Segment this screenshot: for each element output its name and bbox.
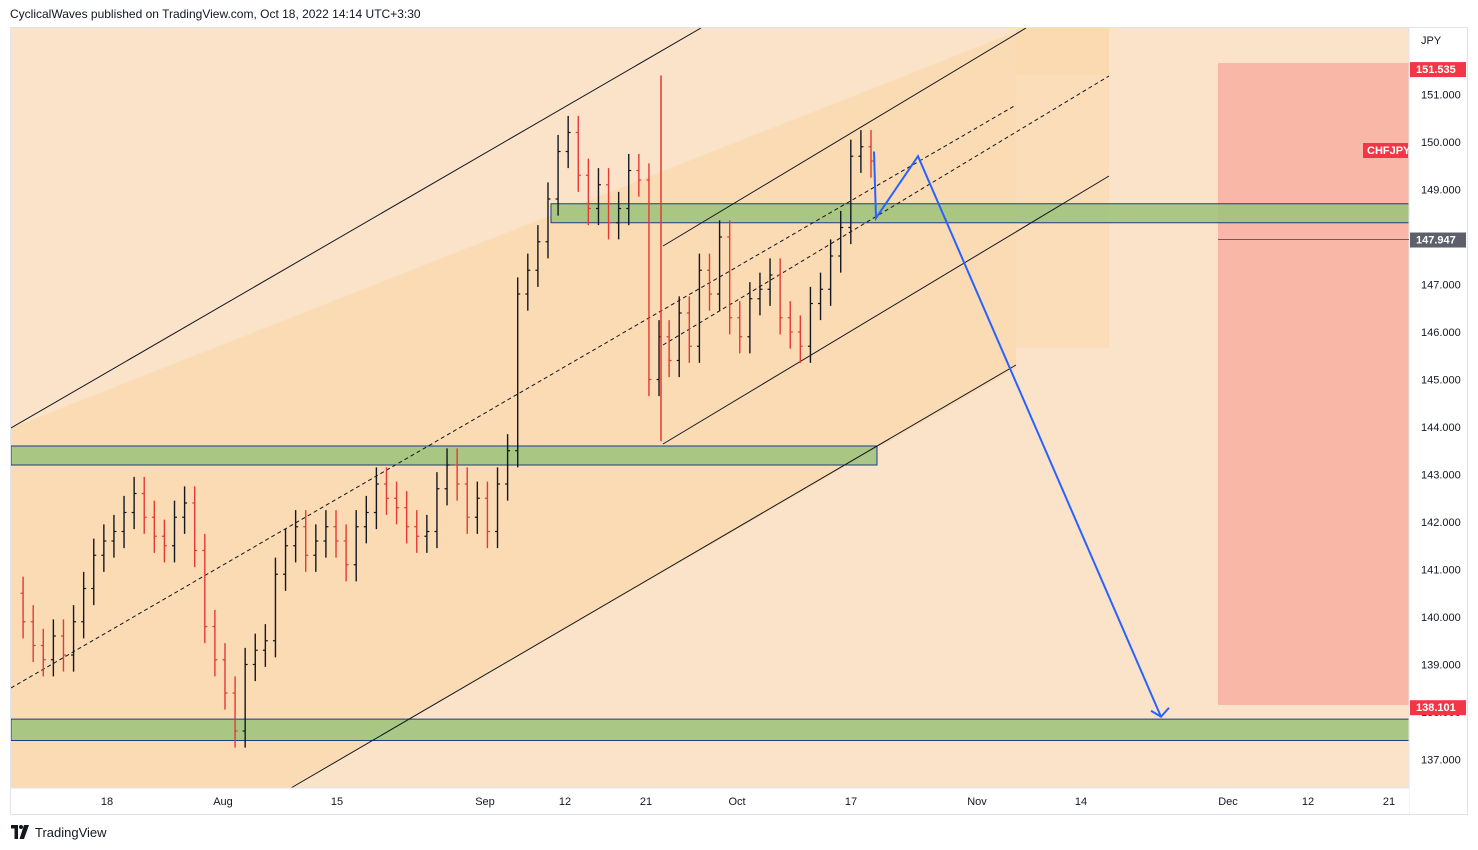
price-tags: 151.535 147.947 138.101 — [1218, 62, 1466, 716]
price-tag-bg — [1410, 700, 1466, 716]
x-tick-label: 21 — [640, 796, 652, 808]
support-zones — [11, 203, 1410, 741]
support-zone — [11, 718, 1410, 741]
x-tick-label: 18 — [101, 796, 113, 808]
price-candles — [20, 75, 874, 748]
price-tag-bg — [1410, 232, 1466, 248]
y-tick-label: 144.000 — [1421, 422, 1461, 434]
x-tick-label: 12 — [1302, 796, 1314, 808]
symbol-label: CHFJPY — [1367, 145, 1411, 157]
chart-panel[interactable]: JPY 151.000150.000149.000148.000147.0001… — [10, 27, 1468, 815]
y-tick-label: 143.000 — [1421, 470, 1461, 482]
arrow-head — [1150, 707, 1170, 719]
x-tick-label: 21 — [1383, 796, 1395, 808]
price-axis-bg — [1409, 28, 1467, 814]
x-tick-label: 15 — [331, 796, 343, 808]
support-zone — [550, 203, 1410, 224]
price-tag-bottom: 138.101 — [1416, 702, 1456, 714]
price-tag-current: 147.947 — [1416, 235, 1456, 247]
x-tick-label: 12 — [559, 796, 571, 808]
y-tick-label: 140.000 — [1421, 612, 1461, 624]
y-tick-labels: 151.000150.000149.000148.000147.000146.0… — [1421, 90, 1461, 767]
y-tick-label: 149.000 — [1421, 185, 1461, 197]
y-tick-label: 141.000 — [1421, 565, 1461, 577]
support-zone — [11, 445, 878, 466]
y-tick-label: 147.000 — [1421, 280, 1461, 292]
publisher-line: CyclicalWaves published on TradingView.c… — [10, 7, 421, 21]
y-tick-label: 139.000 — [1421, 660, 1461, 672]
y-tick-label: 146.000 — [1421, 327, 1461, 339]
x-tick-label: Sep — [475, 796, 495, 808]
channel-upper-line — [11, 28, 702, 429]
inner-channel-mid — [662, 75, 1110, 346]
y-tick-label: 142.000 — [1421, 517, 1461, 529]
channel-mid-line — [11, 104, 1017, 689]
y-tick-label: 145.000 — [1421, 375, 1461, 387]
channel-lower-line — [290, 364, 1017, 789]
chart-canvas[interactable]: JPY 151.000150.000149.000148.000147.0001… — [11, 28, 1467, 814]
projection-path — [873, 151, 1162, 718]
y-tick-label: 150.000 — [1421, 137, 1461, 149]
tradingview-logo-icon — [11, 825, 29, 839]
price-tag-bg — [1410, 62, 1466, 78]
time-axis-bg — [11, 788, 1409, 814]
y-tick-label: 137.000 — [1421, 755, 1461, 767]
x-tick-labels: 18 Aug 15 Sep 12 21 Oct 17 Nov 14 Dec 12 21 — [101, 796, 1395, 808]
currency-label: JPY — [1421, 35, 1442, 47]
footer: TradingView — [10, 823, 107, 841]
brand-label: TradingView — [35, 824, 107, 840]
target-box — [1218, 63, 1409, 705]
forward-shade — [1016, 28, 1109, 348]
y-tick-label: 151.000 — [1421, 90, 1461, 102]
x-tick-label: Aug — [213, 796, 233, 808]
x-tick-label: 14 — [1075, 796, 1087, 808]
inner-channel-upper — [662, 28, 1027, 247]
price-tag-top: 151.535 — [1416, 64, 1456, 76]
x-tick-label: Oct — [728, 796, 745, 808]
x-tick-label: Dec — [1218, 796, 1238, 808]
inner-channel-lower — [662, 175, 1110, 445]
symbol-tag: CHFJPY — [1363, 143, 1411, 158]
projection-arrow — [873, 151, 1170, 719]
x-tick-label: 17 — [845, 796, 857, 808]
x-tick-label: Nov — [967, 796, 987, 808]
